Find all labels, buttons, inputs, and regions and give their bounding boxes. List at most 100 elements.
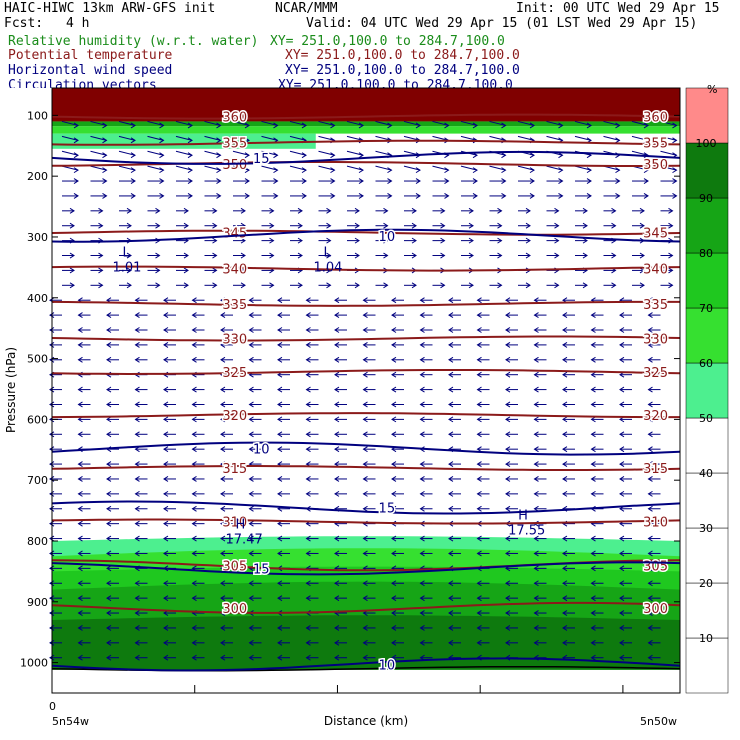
theta-contour-label: 315 <box>222 462 247 477</box>
wind-vector-head <box>244 178 250 184</box>
wind-vector-head <box>643 193 649 199</box>
wind-vector-head <box>130 193 136 199</box>
y-tick-label: 500 <box>27 353 48 366</box>
wind-vector <box>460 165 478 171</box>
wind-vector-head <box>391 595 397 602</box>
wind-contour <box>51 561 681 576</box>
wind-vector-head <box>440 252 446 259</box>
wind-vector-head <box>191 520 197 527</box>
wind-vector-head <box>505 431 511 438</box>
wind-vector-head <box>69 222 75 229</box>
wind-vector-head <box>106 431 112 438</box>
wind-vector-head <box>106 654 112 661</box>
wind-vector-head <box>562 356 568 363</box>
wind-vector-head <box>191 386 197 393</box>
wind-vector-head <box>220 535 226 542</box>
wind-vector <box>603 135 620 141</box>
colorbar-swatch <box>685 307 729 364</box>
wind-vector-head <box>277 654 283 661</box>
wind-vector-head <box>277 401 283 408</box>
wind-vector-head <box>49 610 55 616</box>
wind-vector-head <box>240 282 246 289</box>
wind-vector-head <box>187 167 193 174</box>
wind-vector-head <box>134 312 140 319</box>
wind-vector-head <box>590 595 596 602</box>
wind-vector <box>318 150 335 156</box>
wind-vector-head <box>533 639 539 646</box>
wind-vector-head <box>334 550 340 557</box>
wind-vector-head <box>419 431 425 438</box>
wind-vector-head <box>505 595 511 602</box>
colorbar-label: 10 <box>699 632 713 645</box>
wind-vector-head <box>476 535 482 542</box>
wind-vector-head <box>533 341 539 348</box>
wind-vector-head <box>562 401 568 408</box>
wind-vector-head <box>163 297 169 304</box>
wind-vector-head <box>611 222 617 229</box>
wind-vector-head <box>448 580 454 587</box>
wind-vector-head <box>191 595 197 602</box>
wind-contour <box>51 150 681 165</box>
wind-vector-head <box>330 122 336 129</box>
theta-contour-label: 315 <box>643 462 668 477</box>
colorbar-swatch <box>685 362 729 419</box>
wind-vector-head <box>672 137 678 144</box>
wind-vector-head <box>505 505 511 512</box>
wind-contour-label: 10 <box>379 658 396 673</box>
wind-vector-head <box>277 356 283 363</box>
wind-vector-head <box>391 610 397 616</box>
wind-vector-head <box>326 207 332 214</box>
wind-vector-head <box>187 193 193 199</box>
wind-vector-head <box>647 490 653 497</box>
wind-vector-head <box>73 137 79 144</box>
field-rh-name: Relative humidity (w.r.t. water) <box>8 34 259 49</box>
wind-vector-head <box>334 476 340 482</box>
wind-vector-head <box>611 282 617 289</box>
wind-vector-head <box>419 550 425 557</box>
fcst-value: 4 h <box>66 16 90 31</box>
wind-vector <box>631 150 649 156</box>
wind-vector-head <box>419 476 425 482</box>
wind-vector-head <box>191 446 197 453</box>
wind-vector-head <box>305 431 311 438</box>
wind-vector-head <box>358 193 364 199</box>
wind-vector-head <box>533 461 539 467</box>
wind-vector <box>61 120 79 126</box>
wind-vector-head <box>391 371 397 378</box>
wind-vector <box>61 165 79 171</box>
wind-vector-head <box>269 207 275 214</box>
wind-vector-head <box>49 595 55 602</box>
wind-vector-head <box>106 505 112 512</box>
wind-vector-head <box>411 237 417 244</box>
wind-vector-head <box>277 535 283 542</box>
wind-vector-head <box>134 610 140 616</box>
wind-vector-head <box>419 505 425 512</box>
wind-vector-head <box>248 312 254 319</box>
wind-vector-head <box>77 610 83 616</box>
wind-vector <box>90 165 107 171</box>
wind-vector-head <box>183 282 189 289</box>
wind-vector-head <box>411 252 417 259</box>
wind-vector-head <box>505 386 511 393</box>
wind-vector-head <box>102 137 108 144</box>
wind-vector <box>232 120 250 126</box>
wind-vector-head <box>562 625 568 631</box>
y-tick-label: 200 <box>27 170 48 183</box>
wind-vector-head <box>159 137 165 144</box>
wind-vector-head <box>269 237 275 244</box>
wind-vector <box>204 120 221 126</box>
y-tick-label: 600 <box>27 413 48 426</box>
wind-vector <box>574 165 592 171</box>
wind-vector-head <box>354 222 360 229</box>
wind-vector-head <box>301 178 307 184</box>
wind-vector-head <box>159 167 165 174</box>
wind-vector-head <box>102 193 108 199</box>
wind-vector-head <box>183 252 189 259</box>
wind-vector-head <box>419 416 425 423</box>
wind-vector-head <box>326 282 332 289</box>
wind-vector-head <box>448 639 454 646</box>
wind-vector-head <box>533 416 539 423</box>
wind-vector-head <box>334 401 340 408</box>
extremum-marker: H <box>518 509 528 524</box>
wind-vector-head <box>505 401 511 408</box>
